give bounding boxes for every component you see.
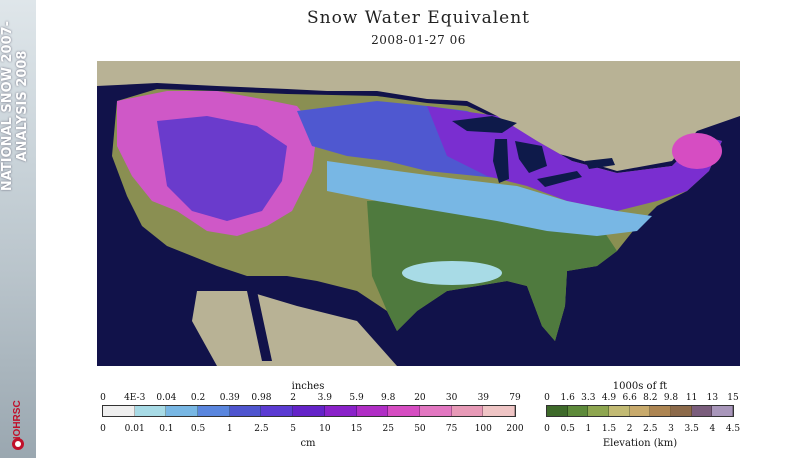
swe-top-label: 4E-3 (124, 393, 146, 403)
lake-ontario (585, 158, 615, 169)
gulf-of-california (247, 291, 272, 361)
swe-bottom-label: 75 (445, 424, 458, 434)
elevation-bottom-label: 1 (585, 424, 592, 434)
elevation-bottom-label: 3 (668, 424, 674, 434)
mexico-land (192, 291, 397, 366)
elevation-bottom-label: 2.5 (643, 424, 658, 434)
elevation-swatch (691, 406, 713, 416)
sidebar-title-line1: NATIONAL SNOW 2007- (0, 20, 15, 192)
swe-top-label: 30 (445, 393, 458, 403)
swe-bottom-label: 200 (506, 424, 524, 434)
swe-top-label: 9.8 (381, 393, 396, 403)
lake-erie (537, 171, 582, 187)
lake-superior (452, 116, 517, 133)
swe-bottom-label: 100 (474, 424, 492, 434)
southern-snow-patch (402, 261, 502, 285)
sidebar-title-line2: ANALYSIS 2008 (15, 50, 30, 162)
swe-bottom-label: 0.01 (124, 424, 145, 434)
map-title: Snow Water Equivalent (306, 8, 531, 28)
swe-top-label: 3.9 (317, 393, 332, 403)
elevation-swatch (547, 406, 568, 416)
light-snow-band (327, 161, 652, 236)
swe-top-label: 20 (414, 393, 426, 403)
swe-top-label: 5.9 (349, 393, 364, 403)
swe-bottom-label: 0.5 (190, 424, 206, 434)
elevation-top-label: 15 (727, 393, 739, 403)
swe-swatch (103, 406, 135, 416)
elevation-swatch (671, 406, 692, 416)
lake-michigan (493, 139, 509, 183)
sidebar-title: NATIONAL SNOW 2007- ANALYSIS 2008 (0, 0, 36, 224)
swe-swatch (198, 406, 230, 416)
elevation-bottom-label: 0 (544, 424, 550, 434)
nohrsc-logo: NOHRSC (12, 400, 24, 450)
elevation-top-label: 4.9 (601, 393, 617, 403)
elevation-top-label: 11 (685, 393, 698, 403)
elevation-legend-bottom-title: Elevation (km) (602, 438, 678, 449)
elevation-top-label: 13 (706, 393, 719, 403)
swe-bottom-label: 0 (100, 424, 106, 434)
swe-swatch (388, 406, 420, 416)
elevation-swatch (588, 406, 610, 416)
swe-swatch (261, 406, 294, 416)
swe-legend-top-title: inches (291, 381, 325, 392)
elevation-swatch (650, 406, 672, 416)
swe-swatch (451, 406, 484, 416)
swe-top-label: 0.39 (219, 393, 240, 403)
swe-swatch (324, 406, 357, 416)
canada-land (97, 61, 740, 171)
swe-top-label: 39 (477, 393, 490, 403)
elevation-color-bar (546, 405, 734, 417)
swe-bottom-label: 0.1 (159, 424, 174, 434)
elevation-bottom-label: 3.5 (684, 424, 699, 434)
elevation-bottom-label: 2 (626, 424, 633, 434)
swe-swatch (229, 406, 262, 416)
swe-bottom-label: 15 (350, 424, 363, 434)
elevation-top-label: 8.2 (643, 393, 658, 403)
elevation-top-label: 9.8 (663, 393, 679, 403)
elevation-swatch (712, 406, 734, 416)
elevation-legend-top-title: 1000s of ft (612, 381, 668, 392)
swe-swatch (483, 406, 515, 416)
swe-swatch (419, 406, 452, 416)
swe-map (97, 61, 740, 366)
swe-bottom-label: 1 (226, 424, 233, 434)
swe-top-label: 0.04 (156, 393, 177, 403)
swe-top-label: 79 (509, 393, 521, 403)
sidebar-banner: NATIONAL SNOW 2007- ANALYSIS 2008 NOHRSC (0, 0, 36, 458)
swe-bottom-label: 5 (290, 424, 296, 434)
elevation-top-label: 6.6 (622, 393, 637, 403)
lake-huron (515, 141, 547, 173)
elevation-bottom-label: 4 (709, 424, 716, 434)
swe-swatch (166, 406, 199, 416)
swe-top-label: 0.98 (251, 393, 272, 403)
northeast-snow-magenta (672, 133, 722, 169)
elevation-top-label: 0 (544, 393, 550, 403)
elevation-top-label: 1.6 (560, 393, 575, 403)
swe-bottom-label: 10 (319, 424, 331, 434)
elevation-swatch (609, 406, 630, 416)
swe-swatch (356, 406, 389, 416)
swe-swatch (293, 406, 325, 416)
elevation-top-label: 3.3 (581, 393, 596, 403)
swe-color-bar (102, 405, 516, 417)
map-subtitle: 2008-01-27 06 (371, 33, 466, 47)
elevation-bottom-label: 4.5 (725, 424, 741, 434)
elevation-bottom-label: 1.5 (601, 424, 617, 434)
swe-top-label: 0.2 (190, 393, 206, 403)
swe-top-label: 0 (100, 393, 106, 403)
elevation-swatch (567, 406, 589, 416)
swe-swatch (134, 406, 167, 416)
swe-bottom-label: 50 (414, 424, 426, 434)
western-snow-purple (157, 116, 287, 221)
swe-legend-bottom-title: cm (300, 438, 316, 449)
swe-bottom-label: 2.5 (254, 424, 269, 434)
logo-text: NOHRSC (12, 400, 23, 443)
swe-top-label: 2 (290, 393, 296, 403)
swe-bottom-label: 25 (382, 424, 394, 434)
elevation-swatch (629, 406, 651, 416)
elevation-bottom-label: 0.5 (560, 424, 575, 434)
